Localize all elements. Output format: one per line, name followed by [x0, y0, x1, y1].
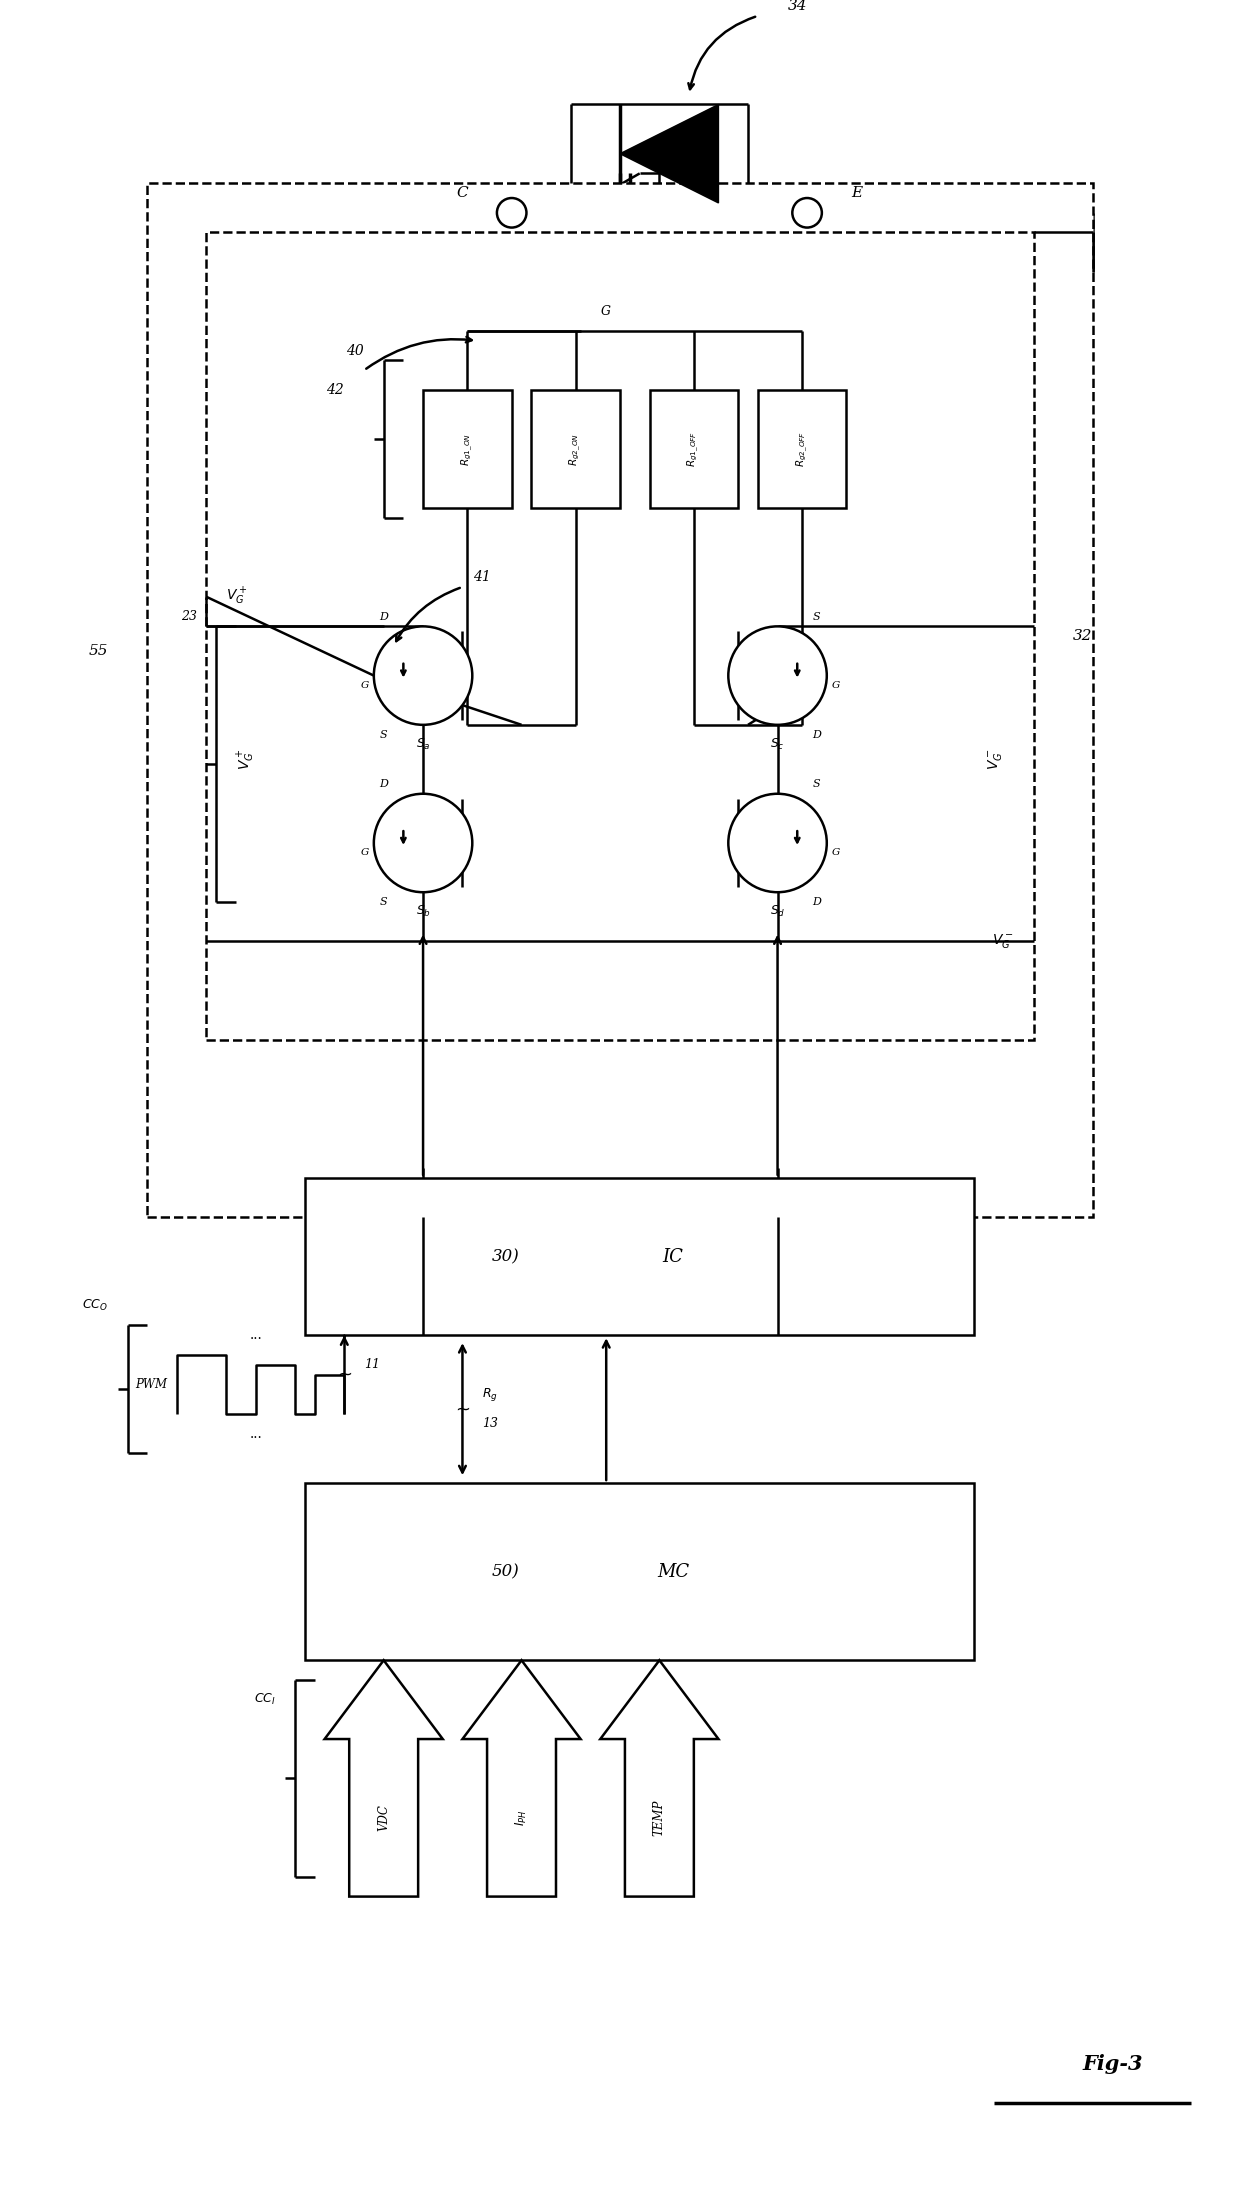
Text: S: S [813, 779, 821, 790]
Text: S: S [379, 730, 387, 739]
Bar [305, 1178, 975, 1335]
Text: Fig-3: Fig-3 [1083, 2054, 1142, 2074]
Text: D: D [379, 779, 388, 790]
Text: $V_G^-$: $V_G^-$ [992, 933, 1014, 951]
Text: ~: ~ [337, 1366, 352, 1383]
Text: 42: 42 [326, 384, 343, 397]
Text: S: S [379, 898, 387, 907]
Circle shape [373, 627, 472, 726]
Circle shape [728, 794, 827, 891]
Text: 11: 11 [365, 1359, 379, 1372]
Text: 55: 55 [88, 644, 108, 657]
Text: IC: IC [662, 1249, 683, 1266]
Text: 23: 23 [181, 611, 197, 622]
Text: $R_g$: $R_g$ [482, 1385, 498, 1403]
Text: $S_c$: $S_c$ [770, 737, 785, 752]
Text: $R_{g2\_OFF}$: $R_{g2\_OFF}$ [795, 430, 810, 468]
Text: $V_G^+$: $V_G^+$ [236, 748, 257, 770]
Text: G: G [832, 849, 839, 858]
Text: PWM: PWM [135, 1379, 167, 1392]
Text: $R_{g1\_ON}$: $R_{g1\_ON}$ [460, 432, 475, 465]
Text: 30): 30) [492, 1249, 520, 1264]
Text: $R_{g1\_OFF}$: $R_{g1\_OFF}$ [686, 430, 702, 468]
Bar [148, 183, 1092, 1218]
Bar [423, 390, 512, 507]
Text: TEMP: TEMP [653, 1800, 666, 1835]
Text: D: D [379, 611, 388, 622]
Polygon shape [325, 1661, 443, 1897]
Text: $CC_O$: $CC_O$ [82, 1299, 108, 1313]
Text: ~: ~ [455, 1401, 470, 1418]
Text: $V_G^-$: $V_G^-$ [986, 748, 1004, 770]
Text: VDC: VDC [377, 1805, 391, 1831]
Text: $V_G^+$: $V_G^+$ [226, 587, 248, 607]
Text: 41: 41 [474, 569, 491, 585]
Text: D: D [812, 898, 821, 907]
Circle shape [792, 199, 822, 227]
Text: $S_b$: $S_b$ [415, 904, 430, 920]
Text: $R_{g2\_ON}$: $R_{g2\_ON}$ [568, 432, 583, 465]
Text: S: S [813, 611, 821, 622]
Polygon shape [463, 1661, 580, 1897]
Text: G: G [361, 682, 370, 690]
Text: G: G [600, 304, 610, 318]
Bar [206, 232, 1034, 1039]
Polygon shape [620, 104, 718, 203]
Circle shape [373, 794, 472, 891]
Text: 40: 40 [346, 344, 365, 357]
Text: G: G [645, 148, 655, 161]
Text: G: G [361, 849, 370, 858]
Text: ...: ... [249, 1328, 262, 1341]
Text: E: E [851, 185, 862, 201]
Text: G: G [832, 682, 839, 690]
Bar [758, 390, 847, 507]
Text: 13: 13 [482, 1418, 498, 1429]
Bar [532, 390, 620, 507]
Polygon shape [600, 1661, 718, 1897]
Circle shape [497, 199, 527, 227]
Text: $S_a$: $S_a$ [415, 737, 430, 752]
Text: ...: ... [249, 1427, 262, 1441]
Text: $I_{PH}$: $I_{PH}$ [515, 1809, 529, 1827]
Text: MC: MC [657, 1562, 689, 1582]
Text: C: C [456, 185, 469, 201]
Bar [650, 390, 738, 507]
Bar [305, 1482, 975, 1661]
Text: 34: 34 [787, 0, 807, 13]
Text: 50): 50) [492, 1564, 520, 1579]
Text: D: D [812, 730, 821, 739]
Text: 32: 32 [1073, 629, 1092, 644]
Circle shape [728, 627, 827, 726]
Text: $S_d$: $S_d$ [770, 904, 785, 920]
Text: $CC_I$: $CC_I$ [253, 1692, 275, 1707]
